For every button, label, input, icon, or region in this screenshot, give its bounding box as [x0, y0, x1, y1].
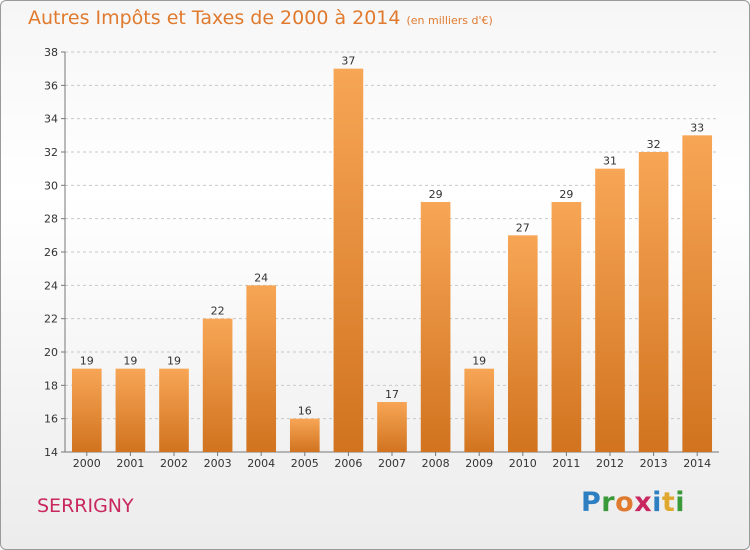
x-tick-label-2004: 2004 — [247, 457, 275, 470]
chart-title-text: Autres Impôts et Taxes de 2000 à 2014 — [28, 7, 401, 29]
data-label-2000: 19 — [80, 355, 94, 368]
data-labels: 19 19 19 22 24 16 37 17 29 19 27 29 31 32 33 — [80, 55, 704, 418]
logo-letter: o — [615, 487, 635, 518]
x-tick-label-2001: 2001 — [116, 457, 144, 470]
y-tick-labels: 14 16 18 20 22 24 26 28 30 32 34 36 38 — [44, 46, 58, 459]
bar-2003 — [202, 318, 233, 452]
bar-2008 — [420, 202, 451, 452]
x-tick-label-2014: 2014 — [683, 457, 711, 470]
y-tick-label: 24 — [44, 279, 58, 292]
y-tick-label: 32 — [44, 146, 58, 159]
logo-letter: t — [661, 487, 676, 518]
y-tick-label: 18 — [44, 379, 58, 392]
x-tick-label-2007: 2007 — [378, 457, 406, 470]
data-label-2013: 32 — [647, 138, 661, 151]
chart-unit: (en milliers d'€) — [406, 14, 493, 27]
x-tick-label-2012: 2012 — [596, 457, 624, 470]
data-label-2012: 31 — [603, 155, 617, 168]
bar-2009 — [464, 368, 495, 452]
bar-2000 — [71, 368, 102, 452]
y-tick-label: 30 — [44, 179, 58, 192]
town-name: SERRIGNY — [37, 495, 134, 517]
bar-2007 — [377, 402, 407, 452]
chart-title: Autres Impôts et Taxes de 2000 à 2014 (en… — [28, 7, 493, 29]
x-tick-label-2006: 2006 — [334, 457, 362, 470]
bar-2006 — [333, 68, 364, 453]
data-label-2005: 16 — [298, 405, 312, 418]
logo-letter: i — [652, 487, 662, 518]
data-label-2011: 29 — [559, 188, 573, 201]
x-tick-label-2000: 2000 — [73, 457, 101, 470]
logo-letter: r — [601, 487, 616, 518]
bars — [71, 68, 713, 453]
y-tick-label: 28 — [44, 213, 58, 226]
bar-2012 — [595, 168, 625, 452]
y-tick-label: 38 — [44, 46, 58, 59]
y-tick-label: 22 — [44, 313, 58, 326]
data-label-2014: 33 — [690, 121, 704, 134]
x-tick-label-2005: 2005 — [291, 457, 319, 470]
data-label-2004: 24 — [254, 271, 268, 284]
data-label-2007: 17 — [385, 388, 399, 401]
bar-2011 — [551, 202, 582, 452]
y-tick-label: 36 — [44, 79, 58, 92]
logo-letter: x — [634, 487, 653, 518]
x-tick-label-2002: 2002 — [160, 457, 188, 470]
y-tick-label: 34 — [44, 113, 58, 126]
x-tick-labels: 2000 2001 2002 2003 2004 2005 2006 2007 2008 2009… — [73, 457, 711, 470]
proxiti-logo: Proxiti — [581, 487, 685, 518]
x-tick-label-2011: 2011 — [552, 457, 580, 470]
data-label-2002: 19 — [167, 355, 181, 368]
data-label-2006: 37 — [341, 55, 355, 68]
bar-2010 — [507, 235, 538, 452]
bar-2002 — [159, 368, 189, 452]
data-label-2003: 22 — [211, 305, 225, 318]
logo-letter: P — [581, 487, 602, 518]
data-label-2008: 29 — [429, 188, 443, 201]
x-tick-label-2009: 2009 — [465, 457, 493, 470]
data-label-2001: 19 — [123, 355, 137, 368]
bar-2004 — [246, 285, 277, 452]
bar-2001 — [115, 368, 146, 452]
y-tick-label: 14 — [44, 446, 58, 459]
x-tick-label-2008: 2008 — [422, 457, 450, 470]
y-tick-label: 20 — [44, 346, 58, 359]
y-tick-label: 16 — [44, 413, 58, 426]
bar-2005 — [289, 418, 320, 452]
data-label-2010: 27 — [516, 221, 530, 234]
x-tick-label-2010: 2010 — [509, 457, 537, 470]
y-tick-label: 26 — [44, 246, 58, 259]
bar-2013 — [638, 152, 669, 452]
bar-2014 — [682, 135, 713, 453]
x-tick-label-2013: 2013 — [640, 457, 668, 470]
x-tick-label-2003: 2003 — [204, 457, 232, 470]
logo-letter: i — [675, 487, 686, 518]
data-label-2009: 19 — [472, 355, 486, 368]
